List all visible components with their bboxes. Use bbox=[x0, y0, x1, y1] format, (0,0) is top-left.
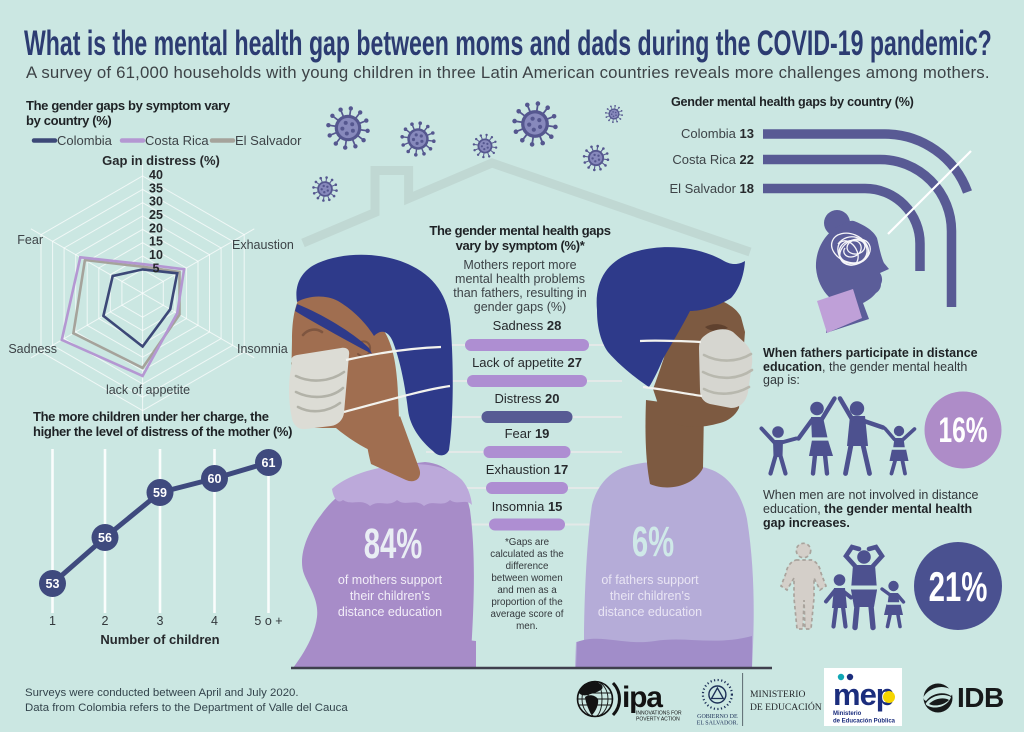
svg-text:GOBIERNO DE: GOBIERNO DE bbox=[697, 714, 738, 720]
svg-text:Gap in distress (%): Gap in distress (%) bbox=[102, 153, 220, 168]
svg-text:de Educación Pública: de Educación Pública bbox=[833, 719, 896, 725]
svg-text:ipa: ipa bbox=[622, 681, 663, 714]
svg-text:Sadness: Sadness bbox=[8, 342, 57, 356]
svg-text:40: 40 bbox=[149, 168, 163, 182]
svg-text:56: 56 bbox=[98, 531, 112, 545]
svg-text:20: 20 bbox=[149, 222, 163, 236]
svg-text:POVERTY ACTION: POVERTY ACTION bbox=[636, 717, 680, 723]
svg-text:Exhaustion: Exhaustion bbox=[232, 238, 294, 252]
svg-text:60: 60 bbox=[208, 472, 222, 486]
svg-text:Ministerio: Ministerio bbox=[833, 711, 862, 717]
svg-text:53: 53 bbox=[46, 577, 60, 591]
svg-text:5 o +: 5 o + bbox=[254, 614, 282, 628]
svg-text:MINISTERIO: MINISTERIO bbox=[750, 689, 805, 700]
svg-text:4: 4 bbox=[211, 614, 218, 628]
svg-text:IDB: IDB bbox=[957, 682, 1004, 713]
svg-text:15: 15 bbox=[149, 235, 163, 249]
svg-text:Number of children: Number of children bbox=[100, 632, 219, 647]
svg-text:61: 61 bbox=[262, 456, 276, 470]
svg-text:25: 25 bbox=[149, 208, 163, 222]
svg-text:5: 5 bbox=[153, 262, 160, 276]
svg-text:2: 2 bbox=[102, 614, 109, 628]
svg-text:INNOVATIONS FOR: INNOVATIONS FOR bbox=[636, 711, 682, 717]
svg-text:DE EDUCACIÓN: DE EDUCACIÓN bbox=[750, 701, 822, 713]
svg-text:Fear: Fear bbox=[17, 233, 43, 247]
svg-text:30: 30 bbox=[149, 195, 163, 209]
svg-text:59: 59 bbox=[153, 486, 167, 500]
svg-text:10: 10 bbox=[149, 248, 163, 262]
svg-text:35: 35 bbox=[149, 182, 163, 196]
svg-text:lack of appetite: lack of appetite bbox=[106, 383, 190, 397]
svg-text:EL SALVADOR.: EL SALVADOR. bbox=[697, 721, 739, 727]
svg-text:1: 1 bbox=[49, 614, 56, 628]
svg-text:3: 3 bbox=[157, 614, 164, 628]
svg-text:Insomnia: Insomnia bbox=[237, 342, 288, 356]
